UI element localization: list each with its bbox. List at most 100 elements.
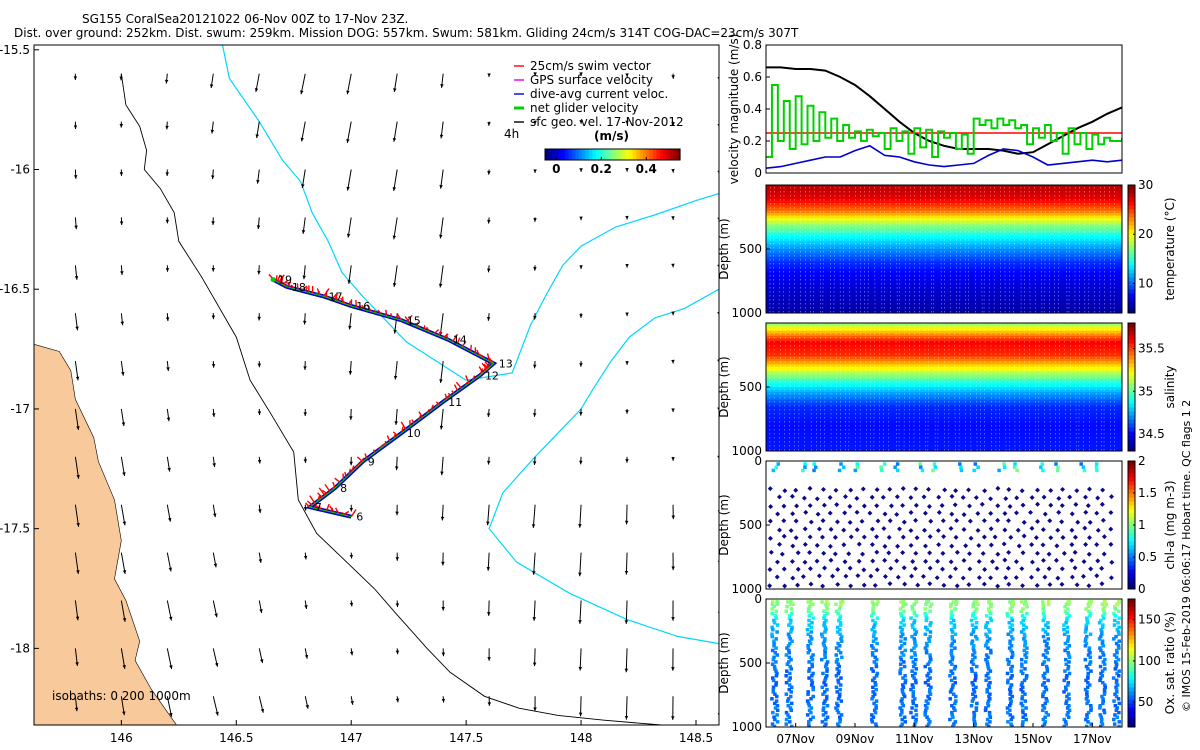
oxygen-sample xyxy=(899,634,903,639)
oxygen-sample xyxy=(809,611,813,616)
oxygen-sample xyxy=(874,664,879,669)
oxygen-sample xyxy=(811,653,815,657)
chl-sample xyxy=(981,534,987,540)
section-ytick-label: 500 xyxy=(739,518,762,532)
oxygen-sample xyxy=(987,600,992,604)
section-layer xyxy=(766,358,1122,362)
figure-subtitle: Dist. over ground: 252km. Dist. swum: 25… xyxy=(14,26,799,40)
oxygen-sample xyxy=(1113,660,1118,664)
oxygen-sample xyxy=(923,611,927,616)
geo-arrow-head xyxy=(75,662,79,666)
colorbar-swatch xyxy=(558,149,563,160)
geo-arrow-head xyxy=(438,283,443,288)
oxygen-sample xyxy=(835,630,840,634)
oxygen-sample xyxy=(971,602,976,607)
geo-arrow-head xyxy=(671,168,675,173)
oxygen-sample xyxy=(1104,602,1109,607)
swim-vector xyxy=(318,487,326,497)
oxygen-sample xyxy=(873,655,878,660)
oxygen-sample xyxy=(1064,722,1068,726)
colorbar-swatch xyxy=(1128,569,1135,574)
oxygen-sample xyxy=(835,657,840,662)
geo-arrow-head xyxy=(439,184,443,189)
chl-sample xyxy=(803,509,809,515)
oxygen-sample xyxy=(809,630,814,634)
chl-sample xyxy=(860,551,866,557)
geo-arrow-head xyxy=(73,76,78,80)
chl-sample xyxy=(1094,573,1100,579)
colorbar-swatch xyxy=(1128,497,1135,502)
oxygen-sample xyxy=(971,692,975,696)
oxygen-sample xyxy=(1084,678,1088,683)
section-layer xyxy=(766,392,1122,396)
oxygen-sample xyxy=(988,648,993,653)
colorbar-swatch xyxy=(1128,419,1135,424)
chl-sample xyxy=(927,565,933,571)
oxygen-sample xyxy=(834,685,839,690)
colorbar-tick-label: 0 xyxy=(552,162,560,176)
oxygen-sample xyxy=(913,720,918,724)
oxygen-sample xyxy=(836,662,840,666)
section-layer xyxy=(766,433,1122,437)
chl-sample xyxy=(912,566,918,572)
oxygen-sample xyxy=(1101,680,1105,685)
chl-sample xyxy=(1021,533,1027,539)
section-layer xyxy=(766,269,1122,273)
oxygen-sample xyxy=(1114,634,1118,639)
oxygen-sample xyxy=(926,678,930,683)
oxygen-sample xyxy=(903,674,907,678)
oxygen-sample xyxy=(1084,627,1088,632)
oxygen-sample xyxy=(874,637,878,641)
oxygen-sample xyxy=(835,708,840,713)
geo-arrow xyxy=(625,600,628,624)
chl-sample xyxy=(1069,557,1075,563)
oxygen-sample xyxy=(1098,655,1102,660)
oxygen-sample xyxy=(912,637,917,641)
chl-sample xyxy=(954,583,960,589)
geo-arrow xyxy=(579,600,582,624)
colorbar-swatch xyxy=(561,149,566,160)
geo-arrow-head xyxy=(213,513,217,518)
oxygen-sample xyxy=(806,690,810,694)
oxygen-sample xyxy=(925,616,929,620)
chl-sample xyxy=(1099,501,1105,507)
chl-sample xyxy=(908,542,914,548)
legend-label: dive-avg current veloc. xyxy=(530,87,668,101)
oxygen-sample xyxy=(987,710,992,715)
colorbar-swatch xyxy=(1128,493,1135,498)
colorbar-swatch xyxy=(595,149,600,160)
oxygen-sample xyxy=(826,602,830,607)
geo-arrow xyxy=(579,552,582,577)
swim-vector xyxy=(478,366,484,374)
oxygen-sample xyxy=(810,662,814,666)
colorbar-swatch xyxy=(1128,623,1135,628)
oxygen-sample xyxy=(871,685,875,690)
oxygen-sample xyxy=(950,685,955,690)
map-ytick-label: -16 xyxy=(10,163,30,177)
oxygen-sample xyxy=(1010,616,1014,620)
colorbar-swatch xyxy=(1128,249,1135,254)
oxygen-sample xyxy=(1043,623,1048,627)
oxygen-sample xyxy=(914,708,918,713)
oxygen-sample xyxy=(1065,713,1069,717)
oxygen-sample xyxy=(1021,710,1025,715)
oxygen-sample xyxy=(900,644,904,648)
profile-trace xyxy=(1049,324,1051,451)
geo-arrow-head xyxy=(671,457,675,461)
chl-sample xyxy=(992,534,998,540)
chl-sample xyxy=(1080,573,1086,579)
chl-sample xyxy=(855,462,860,466)
oxygen-sample xyxy=(910,623,915,627)
chl-sample xyxy=(1094,542,1100,548)
oxygen-sample xyxy=(975,637,979,641)
map-xtick-label: 147.5 xyxy=(449,731,483,745)
track-day-label: 11 xyxy=(448,396,462,409)
oxygen-sample xyxy=(1113,713,1117,717)
oxygen-sample xyxy=(1088,602,1092,607)
geo-arrow-head xyxy=(625,263,629,268)
colorbar-swatch xyxy=(1128,485,1135,490)
oxygen-sample xyxy=(1113,703,1118,708)
chl-sample xyxy=(872,582,878,588)
chl-sample xyxy=(801,495,807,501)
